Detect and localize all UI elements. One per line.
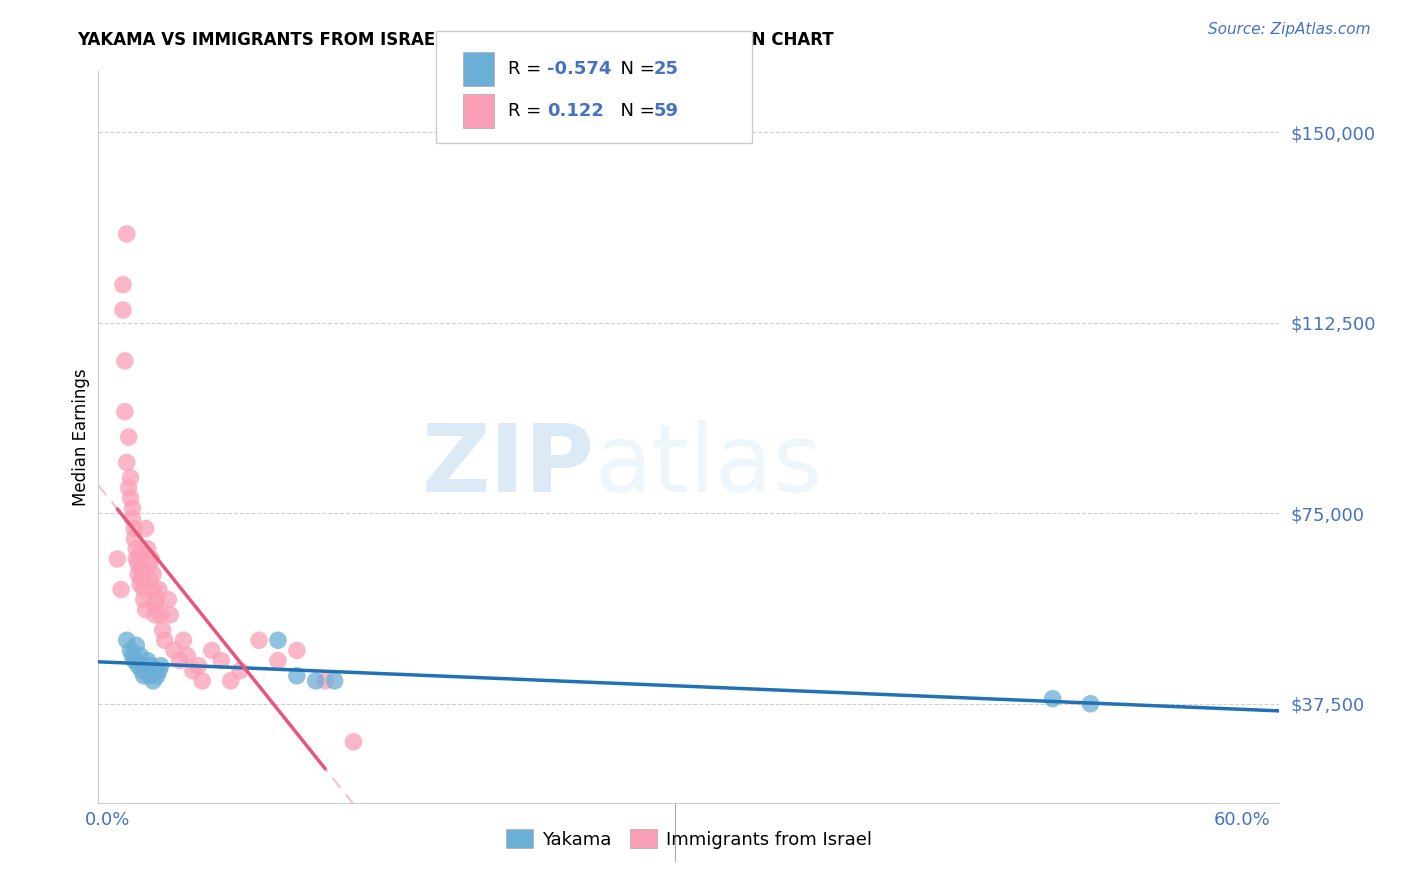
Point [111, 303, 134, 318]
Point [124, 521, 146, 535]
Text: N =: N = [609, 102, 661, 120]
Point [114, 405, 136, 419]
Point [201, 643, 224, 657]
Point [314, 673, 336, 688]
Point [125, 541, 148, 556]
Point [118, 430, 141, 444]
Point [127, 658, 149, 673]
Text: YAKAMA VS IMMIGRANTS FROM ISRAEL MEDIAN EARNINGS CORRELATION CHART: YAKAMA VS IMMIGRANTS FROM ISRAEL MEDIAN … [77, 31, 834, 49]
Point [149, 658, 172, 673]
Point [141, 658, 163, 673]
Point [142, 582, 165, 597]
Point [125, 638, 148, 652]
Point [148, 582, 170, 597]
Point [143, 664, 166, 678]
Point [105, 552, 128, 566]
Point [209, 654, 232, 668]
Point [229, 664, 252, 678]
Point [110, 582, 132, 597]
Point [247, 633, 270, 648]
Point [136, 654, 159, 668]
Point [323, 673, 346, 688]
Point [121, 648, 143, 663]
Point [176, 648, 198, 663]
Point [157, 592, 180, 607]
Point [129, 547, 152, 561]
Text: Source: ZipAtlas.com: Source: ZipAtlas.com [1208, 22, 1371, 37]
Legend: Yakama, Immigrants from Israel: Yakama, Immigrants from Israel [499, 822, 879, 856]
Point [143, 607, 166, 622]
Point [163, 643, 186, 657]
Point [118, 481, 141, 495]
Point [129, 648, 152, 663]
Point [138, 557, 160, 571]
Text: 0.122: 0.122 [547, 102, 603, 120]
Point [136, 541, 159, 556]
Point [142, 567, 165, 582]
Point [115, 455, 138, 469]
Text: 59: 59 [654, 102, 679, 120]
Point [142, 673, 165, 688]
Point [148, 664, 170, 678]
Point [135, 664, 157, 678]
Point [121, 501, 143, 516]
Text: N =: N = [609, 60, 661, 78]
Point [285, 643, 308, 657]
Point [124, 532, 146, 546]
Point [305, 673, 328, 688]
Point [125, 552, 148, 566]
Point [124, 654, 146, 668]
Point [267, 633, 290, 648]
Point [120, 643, 142, 657]
Point [129, 577, 152, 591]
Point [131, 562, 153, 576]
Text: R =: R = [508, 102, 553, 120]
Point [115, 227, 138, 241]
Text: ZIP: ZIP [422, 420, 595, 512]
Point [135, 521, 157, 535]
Text: -0.574: -0.574 [547, 60, 612, 78]
Text: atlas: atlas [595, 420, 823, 512]
Point [132, 592, 155, 607]
Point [1042, 691, 1064, 706]
Y-axis label: Median Earnings: Median Earnings [72, 368, 90, 506]
Point [138, 669, 160, 683]
Point [120, 491, 142, 505]
Point [159, 607, 181, 622]
Point [153, 633, 176, 648]
Point [131, 572, 153, 586]
Point [172, 633, 194, 648]
Point [143, 598, 166, 612]
Point [191, 673, 214, 688]
Point [141, 552, 163, 566]
Point [1080, 697, 1102, 711]
Point [138, 572, 160, 586]
Point [127, 567, 149, 582]
Point [132, 669, 155, 683]
Point [135, 603, 157, 617]
Point [111, 277, 134, 292]
Point [267, 654, 290, 668]
Point [187, 658, 209, 673]
Point [146, 669, 169, 683]
Text: 25: 25 [654, 60, 679, 78]
Point [181, 664, 204, 678]
Point [152, 623, 174, 637]
Point [342, 735, 364, 749]
Text: R =: R = [508, 60, 547, 78]
Point [127, 557, 149, 571]
Point [146, 592, 169, 607]
Point [219, 673, 242, 688]
Point [132, 582, 155, 597]
Point [121, 511, 143, 525]
Point [149, 607, 172, 622]
Point [131, 664, 153, 678]
Point [125, 654, 148, 668]
Point [169, 654, 191, 668]
Point [114, 354, 136, 368]
Point [115, 633, 138, 648]
Point [285, 669, 308, 683]
Point [120, 471, 142, 485]
